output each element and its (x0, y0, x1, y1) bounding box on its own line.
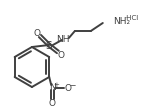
Text: +: + (53, 81, 59, 87)
Text: O: O (65, 84, 72, 93)
Text: S: S (46, 41, 52, 51)
Text: NH₂: NH₂ (113, 17, 130, 26)
Text: −: − (69, 81, 75, 90)
Text: O: O (57, 51, 64, 60)
Text: O: O (49, 99, 56, 108)
Text: ·HCl: ·HCl (125, 15, 139, 21)
Text: NH: NH (56, 35, 70, 44)
Text: N: N (49, 83, 56, 92)
Text: O: O (33, 29, 40, 38)
